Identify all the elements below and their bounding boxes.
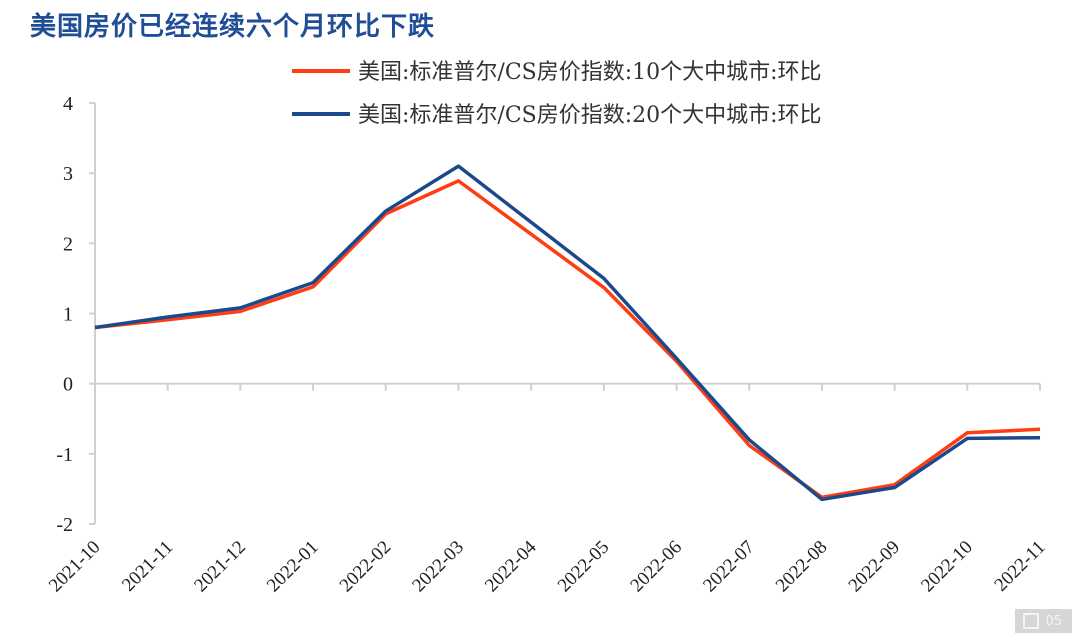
y-tick-label: -1 [56,444,73,466]
series-line-1 [94,179,1041,500]
logo-icon [1023,613,1040,629]
legend-label-1: 美国:标准普尔/CS房价指数:10个大中城市:环比 [358,60,822,85]
x-tick-label: 2021-11 [118,537,177,596]
x-tick-label: 2022-06 [626,537,686,597]
y-tick-label: -2 [56,514,73,536]
watermark-text: 05 [1045,613,1062,629]
x-tick-label: 2022-11 [990,537,1049,596]
x-tick-label: 2022-07 [699,537,759,597]
watermark: 05 [1015,609,1072,633]
legend-label-2: 美国:标准普尔/CS房价指数:20个大中城市:环比 [358,103,822,128]
x-tick-label: 2022-08 [772,537,832,597]
x-tick-label: 2021-10 [45,537,105,597]
y-tick-label: 2 [63,233,73,255]
x-tick-label: 2022-05 [554,537,614,597]
y-tick-label: 1 [63,304,73,326]
y-tick-label: 3 [63,163,73,185]
x-tick-label: 2022-10 [917,537,977,597]
x-tick-label: 2022-04 [481,536,541,596]
x-tick-label: 2022-01 [263,537,323,597]
series-line-2 [94,164,1041,502]
x-tick-label: 2021-12 [190,537,250,597]
y-tick-label: 0 [63,374,73,396]
x-tick-label: 2022-03 [408,537,468,597]
chart-title: 美国房价已经连续六个月环比下跌 [30,12,436,42]
y-tick-label: 4 [63,93,73,115]
x-tick-label: 2022-02 [336,537,396,597]
x-tick-label: 2022-09 [845,537,905,597]
